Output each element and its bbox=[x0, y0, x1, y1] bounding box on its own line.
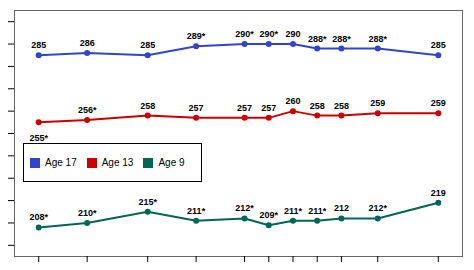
svg-text:285: 285 bbox=[31, 40, 46, 50]
svg-text:290*: 290* bbox=[260, 29, 279, 39]
html-text:Age 13: Age 13 bbox=[101, 157, 134, 168]
svg-text:288*: 288* bbox=[368, 34, 387, 44]
svg-text:211*: 211* bbox=[308, 206, 327, 216]
svg-text:290: 290 bbox=[285, 29, 300, 39]
svg-text:286: 286 bbox=[80, 38, 95, 48]
svg-text:211*: 211* bbox=[187, 206, 206, 216]
svg-text:259: 259 bbox=[370, 98, 385, 108]
svg-text:212: 212 bbox=[334, 203, 349, 213]
svg-text:215*: 215* bbox=[138, 197, 157, 207]
svg-text:211*: 211* bbox=[284, 206, 303, 216]
svg-text:258: 258 bbox=[334, 101, 349, 111]
svg-text:257: 257 bbox=[261, 103, 276, 113]
svg-text:290*: 290* bbox=[235, 29, 254, 39]
svg-text:258: 258 bbox=[310, 101, 325, 111]
svg-text:288*: 288* bbox=[308, 34, 327, 44]
svg-text:289*: 289* bbox=[187, 31, 206, 41]
svg-text:257: 257 bbox=[237, 103, 252, 113]
svg-text:209*: 209* bbox=[260, 210, 279, 220]
svg-text:288*: 288* bbox=[332, 34, 351, 44]
svg-text:210*: 210* bbox=[78, 208, 97, 218]
svg-text:260: 260 bbox=[285, 96, 300, 106]
svg-text:285: 285 bbox=[140, 40, 155, 50]
svg-text:212*: 212* bbox=[368, 203, 387, 213]
svg-text:255*: 255* bbox=[29, 133, 48, 143]
svg-text:256*: 256* bbox=[78, 105, 97, 115]
svg-text:285: 285 bbox=[431, 40, 446, 50]
svg-text:212*: 212* bbox=[235, 203, 254, 213]
html-text:Age 9: Age 9 bbox=[158, 157, 185, 168]
html-text:Age 17: Age 17 bbox=[45, 157, 77, 168]
svg-text:257: 257 bbox=[189, 103, 204, 113]
svg-text:258: 258 bbox=[140, 101, 155, 111]
svg-text:259: 259 bbox=[431, 98, 446, 108]
svg-text:208*: 208* bbox=[29, 212, 48, 222]
svg-text:219: 219 bbox=[431, 188, 446, 198]
